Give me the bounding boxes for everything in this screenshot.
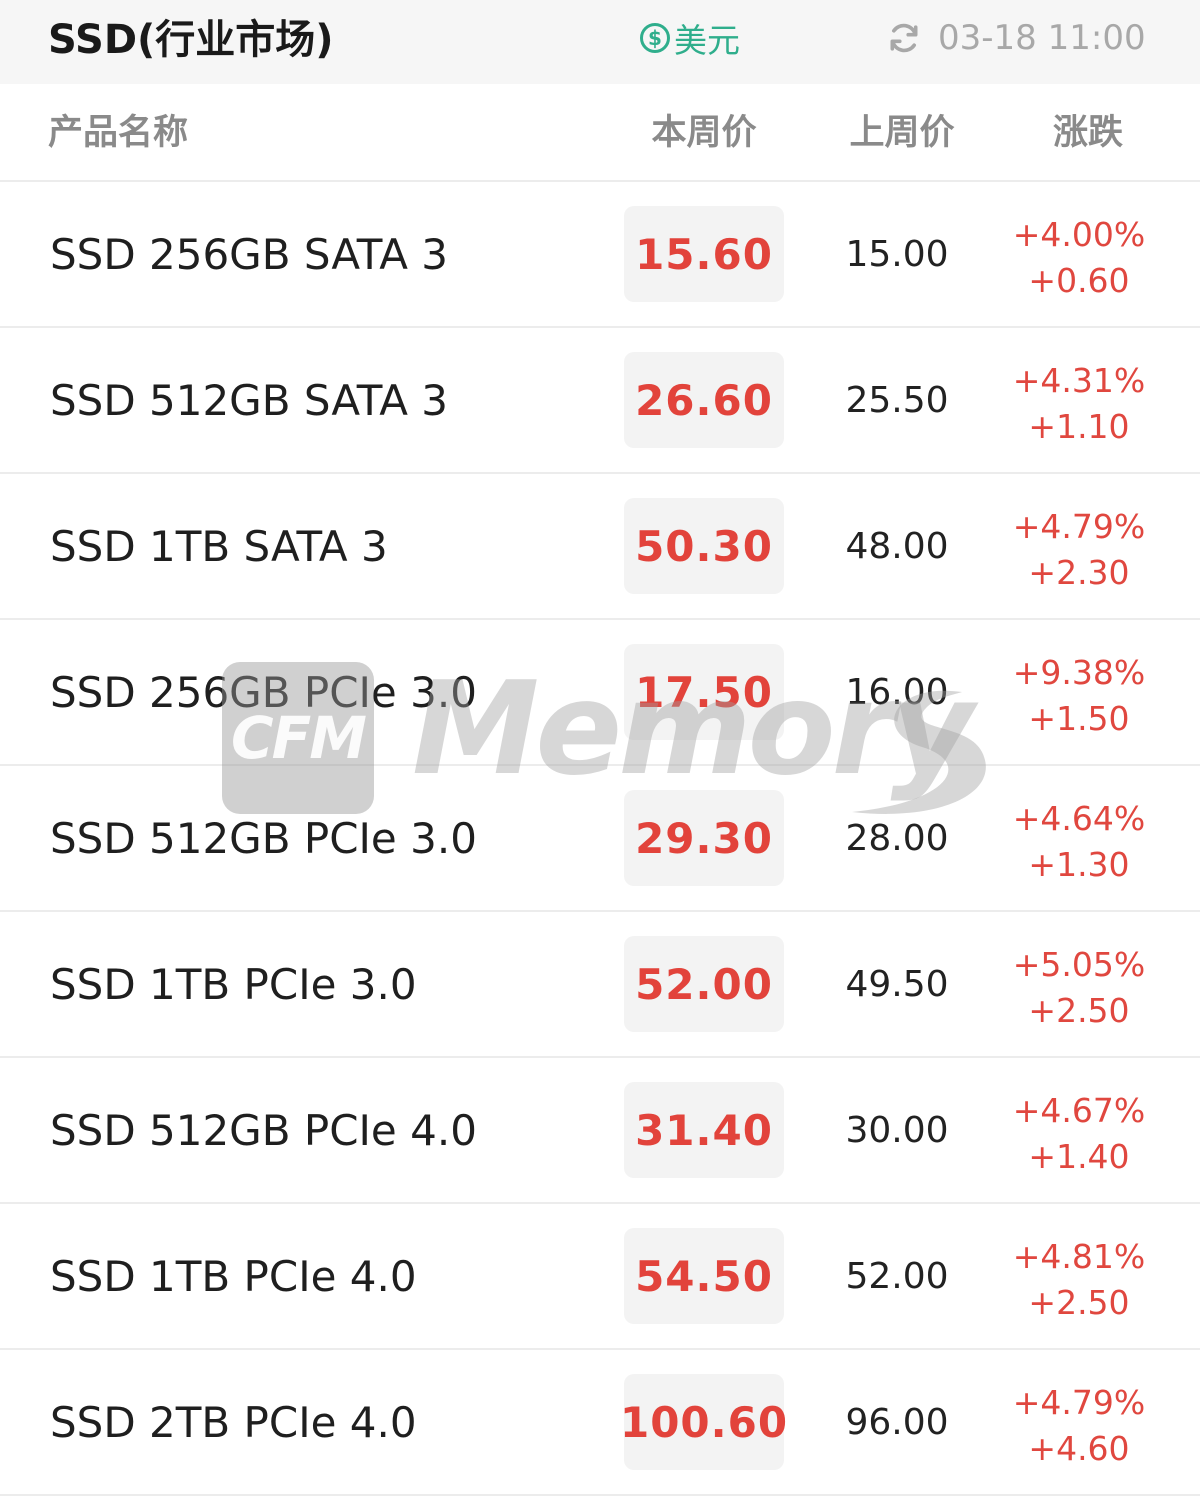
previous-price: 96.00 bbox=[845, 1402, 949, 1443]
change-percent: +4.79% bbox=[1012, 1383, 1146, 1422]
previous-price: 16.00 bbox=[845, 672, 949, 713]
current-price: 17.50 bbox=[624, 644, 784, 740]
table-header: 产品名称 本周价 上周价 涨跌 bbox=[0, 84, 1200, 182]
change-percent: +9.38% bbox=[1012, 653, 1146, 692]
column-header-current[interactable]: 本周价 bbox=[651, 113, 757, 153]
product-name: SSD 512GB PCIe 4.0 bbox=[50, 1106, 477, 1155]
previous-price: 48.00 bbox=[845, 526, 949, 567]
change-percent: +5.05% bbox=[1012, 945, 1146, 984]
table-row[interactable]: SSD 1TB PCIe 3.0 52.00 49.50 +5.05% +2.5… bbox=[0, 912, 1200, 1058]
change-amount: +1.30 bbox=[1028, 845, 1130, 884]
change-amount: +2.50 bbox=[1028, 991, 1130, 1030]
update-time[interactable]: 03-18 11:00 bbox=[886, 14, 1146, 62]
change-percent: +4.64% bbox=[1012, 799, 1146, 838]
table-row[interactable]: SSD 256GB SATA 3 15.60 15.00 +4.00% +0.6… bbox=[0, 182, 1200, 328]
product-name: SSD 512GB SATA 3 bbox=[50, 376, 448, 425]
column-header-previous[interactable]: 上周价 bbox=[849, 113, 955, 153]
product-name: SSD 1TB PCIe 4.0 bbox=[50, 1252, 417, 1301]
change-percent: +4.67% bbox=[1012, 1091, 1146, 1130]
current-price: 54.50 bbox=[624, 1228, 784, 1324]
change-amount: +1.40 bbox=[1028, 1137, 1130, 1176]
price-change: +4.64% +1.30 bbox=[1000, 796, 1158, 888]
previous-price: 28.00 bbox=[845, 818, 949, 859]
previous-price: 15.00 bbox=[845, 234, 949, 275]
price-change: +4.00% +0.60 bbox=[1000, 212, 1158, 304]
previous-price: 49.50 bbox=[845, 964, 949, 1005]
change-percent: +4.31% bbox=[1012, 361, 1146, 400]
price-change: +4.79% +2.30 bbox=[1000, 504, 1158, 596]
price-change: +9.38% +1.50 bbox=[1000, 650, 1158, 742]
change-amount: +1.50 bbox=[1028, 699, 1130, 738]
change-amount: +2.50 bbox=[1028, 1283, 1130, 1322]
previous-price: 25.50 bbox=[845, 380, 949, 421]
currency-toggle[interactable]: $ 美元 bbox=[640, 14, 740, 62]
product-name: SSD 512GB PCIe 3.0 bbox=[50, 814, 477, 863]
change-percent: +4.81% bbox=[1012, 1237, 1146, 1276]
product-name: SSD 2TB PCIe 4.0 bbox=[50, 1398, 417, 1447]
page-title: SSD(行业市场) bbox=[48, 17, 334, 63]
change-amount: +2.30 bbox=[1028, 553, 1130, 592]
table-row[interactable]: SSD 2TB PCIe 4.0 100.60 96.00 +4.79% +4.… bbox=[0, 1350, 1200, 1496]
table-row[interactable]: SSD 1TB PCIe 4.0 54.50 52.00 +4.81% +2.5… bbox=[0, 1204, 1200, 1350]
dollar-icon: $ bbox=[640, 23, 670, 53]
change-amount: +0.60 bbox=[1028, 261, 1130, 300]
current-price: 26.60 bbox=[624, 352, 784, 448]
current-price: 29.30 bbox=[624, 790, 784, 886]
table-row[interactable]: SSD 512GB PCIe 4.0 31.40 30.00 +4.67% +1… bbox=[0, 1058, 1200, 1204]
change-amount: +4.60 bbox=[1028, 1429, 1130, 1468]
current-price: 52.00 bbox=[624, 936, 784, 1032]
top-bar: SSD(行业市场) $ 美元 03-18 11:00 bbox=[0, 0, 1200, 84]
product-name: SSD 256GB PCIe 3.0 bbox=[50, 668, 477, 717]
current-price: 31.40 bbox=[624, 1082, 784, 1178]
column-header-change[interactable]: 涨跌 bbox=[1052, 113, 1123, 153]
refresh-icon[interactable] bbox=[886, 20, 922, 56]
price-change: +4.31% +1.10 bbox=[1000, 358, 1158, 450]
table-row[interactable]: SSD 256GB PCIe 3.0 17.50 16.00 +9.38% +1… bbox=[0, 620, 1200, 766]
change-amount: +1.10 bbox=[1028, 407, 1130, 446]
price-change: +4.81% +2.50 bbox=[1000, 1234, 1158, 1326]
table-row[interactable]: SSD 1TB SATA 3 50.30 48.00 +4.79% +2.30 bbox=[0, 474, 1200, 620]
timestamp: 03-18 11:00 bbox=[938, 18, 1146, 58]
price-change: +5.05% +2.50 bbox=[1000, 942, 1158, 1034]
current-price: 100.60 bbox=[620, 1374, 787, 1470]
price-table: SSD 256GB SATA 3 15.60 15.00 +4.00% +0.6… bbox=[0, 182, 1200, 1496]
change-percent: +4.79% bbox=[1012, 507, 1146, 546]
column-header-name[interactable]: 产品名称 bbox=[48, 113, 189, 153]
table-row[interactable]: SSD 512GB SATA 3 26.60 25.50 +4.31% +1.1… bbox=[0, 328, 1200, 474]
currency-label: 美元 bbox=[674, 21, 740, 60]
product-name: SSD 1TB SATA 3 bbox=[50, 522, 388, 571]
product-name: SSD 1TB PCIe 3.0 bbox=[50, 960, 417, 1009]
price-change: +4.67% +1.40 bbox=[1000, 1088, 1158, 1180]
table-row[interactable]: SSD 512GB PCIe 3.0 29.30 28.00 +4.64% +1… bbox=[0, 766, 1200, 912]
change-percent: +4.00% bbox=[1012, 215, 1146, 254]
previous-price: 52.00 bbox=[845, 1256, 949, 1297]
current-price: 50.30 bbox=[624, 498, 784, 594]
product-name: SSD 256GB SATA 3 bbox=[50, 230, 448, 279]
price-change: +4.79% +4.60 bbox=[1000, 1380, 1158, 1472]
current-price: 15.60 bbox=[624, 206, 784, 302]
previous-price: 30.00 bbox=[845, 1110, 949, 1151]
